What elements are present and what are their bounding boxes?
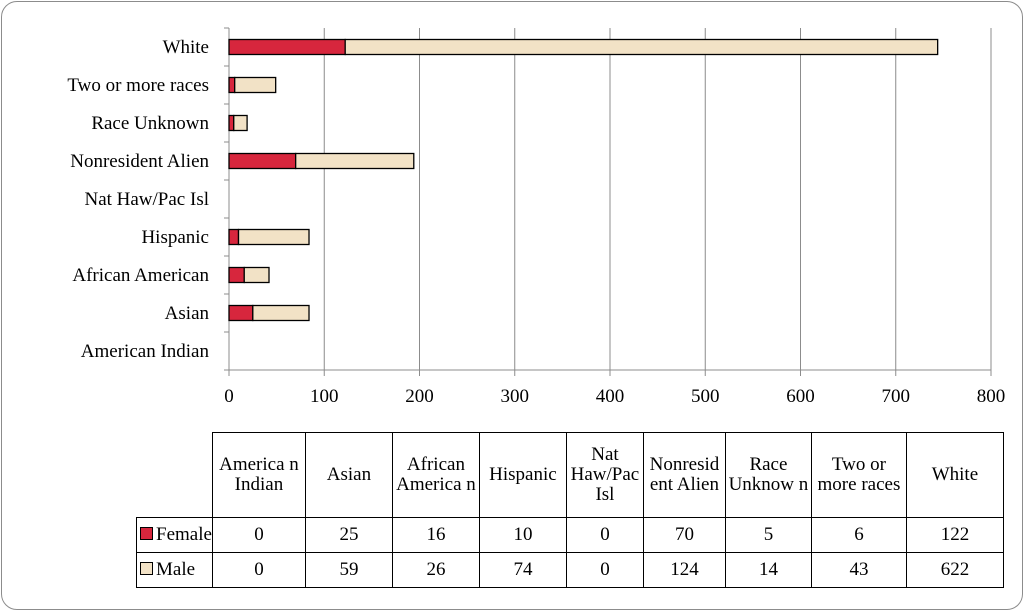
- table-cell: 124: [642, 552, 726, 588]
- bar-female: [228, 266, 245, 284]
- category-label: African American: [72, 265, 209, 286]
- table-header: Asian: [304, 432, 393, 518]
- table-cell: 70: [642, 517, 726, 553]
- male-swatch: [140, 562, 153, 575]
- table-row-male: Male 0 59 26 74 0 124 14 43 622: [136, 552, 1004, 588]
- bar-male: [295, 152, 415, 170]
- table-cell: 25: [304, 517, 393, 553]
- category-label: Two or more races: [67, 75, 209, 96]
- table-header: America n Indian: [211, 432, 306, 518]
- female-swatch: [140, 527, 153, 540]
- table-cell: 26: [391, 552, 480, 588]
- bar-female: [228, 38, 346, 56]
- bar-female: [228, 114, 235, 132]
- table-cell: 59: [304, 552, 393, 588]
- bar-male: [233, 114, 248, 132]
- category-label: Nonresident Alien: [70, 151, 209, 172]
- bar-female: [228, 76, 236, 94]
- x-tick-label: 700: [882, 386, 911, 407]
- table-header-row: America n Indian Asian African America n…: [136, 432, 1004, 518]
- category-label: American Indian: [81, 341, 210, 362]
- table-cell: 5: [724, 517, 812, 553]
- data-table: America n Indian Asian African America n…: [136, 432, 1004, 588]
- table-cell: 6: [810, 517, 907, 553]
- table-cell: 0: [565, 517, 644, 553]
- table-cell: 122: [905, 517, 1004, 553]
- category-label: White: [163, 37, 209, 58]
- x-tick-label: 800: [977, 386, 1006, 407]
- bar-female: [228, 228, 240, 246]
- legend-female: Female: [136, 517, 213, 553]
- bar-male: [252, 304, 310, 322]
- table-cell: 43: [810, 552, 907, 588]
- bar-male: [344, 38, 939, 56]
- category-label: Asian: [165, 303, 210, 324]
- x-tick-label: 500: [691, 386, 720, 407]
- table-header: White: [905, 432, 1004, 518]
- bar-female: [228, 304, 254, 322]
- legend-male-label: Male: [156, 559, 196, 580]
- x-tick-label: 200: [405, 386, 434, 407]
- table-cell: 0: [211, 517, 306, 553]
- category-label: Race Unknown: [91, 113, 209, 134]
- legend-female-label: Female: [156, 524, 212, 545]
- table-header: Nonresid ent Alien: [642, 432, 726, 518]
- table-header: Race Unknow n: [724, 432, 812, 518]
- table-header: African America n: [391, 432, 480, 518]
- table-corner: [136, 432, 213, 518]
- bar-male: [243, 266, 270, 284]
- table-cell: 10: [478, 517, 567, 553]
- table-header: Two or more races: [810, 432, 907, 518]
- category-label: Hispanic: [141, 227, 209, 248]
- bar-female: [228, 152, 297, 170]
- table-cell: 74: [478, 552, 567, 588]
- x-tick-label: 400: [596, 386, 625, 407]
- category-label: Nat Haw/Pac Isl: [84, 189, 209, 210]
- x-tick-label: 300: [501, 386, 530, 407]
- table-cell: 16: [391, 517, 480, 553]
- table-header: Nat Haw/Pac Isl: [565, 432, 644, 518]
- table-cell: 0: [211, 552, 306, 588]
- bar-male: [234, 76, 277, 94]
- x-tick-label: 100: [310, 386, 339, 407]
- x-tick-label: 600: [786, 386, 815, 407]
- table-row-female: Female 0 25 16 10 0 70 5 6 122: [136, 517, 1004, 553]
- table-cell: 0: [565, 552, 644, 588]
- legend-male: Male: [136, 552, 213, 588]
- x-tick-label: 0: [224, 386, 234, 407]
- bar-male: [237, 228, 310, 246]
- table-cell: 622: [905, 552, 1004, 588]
- table-header: Hispanic: [478, 432, 567, 518]
- table-cell: 14: [724, 552, 812, 588]
